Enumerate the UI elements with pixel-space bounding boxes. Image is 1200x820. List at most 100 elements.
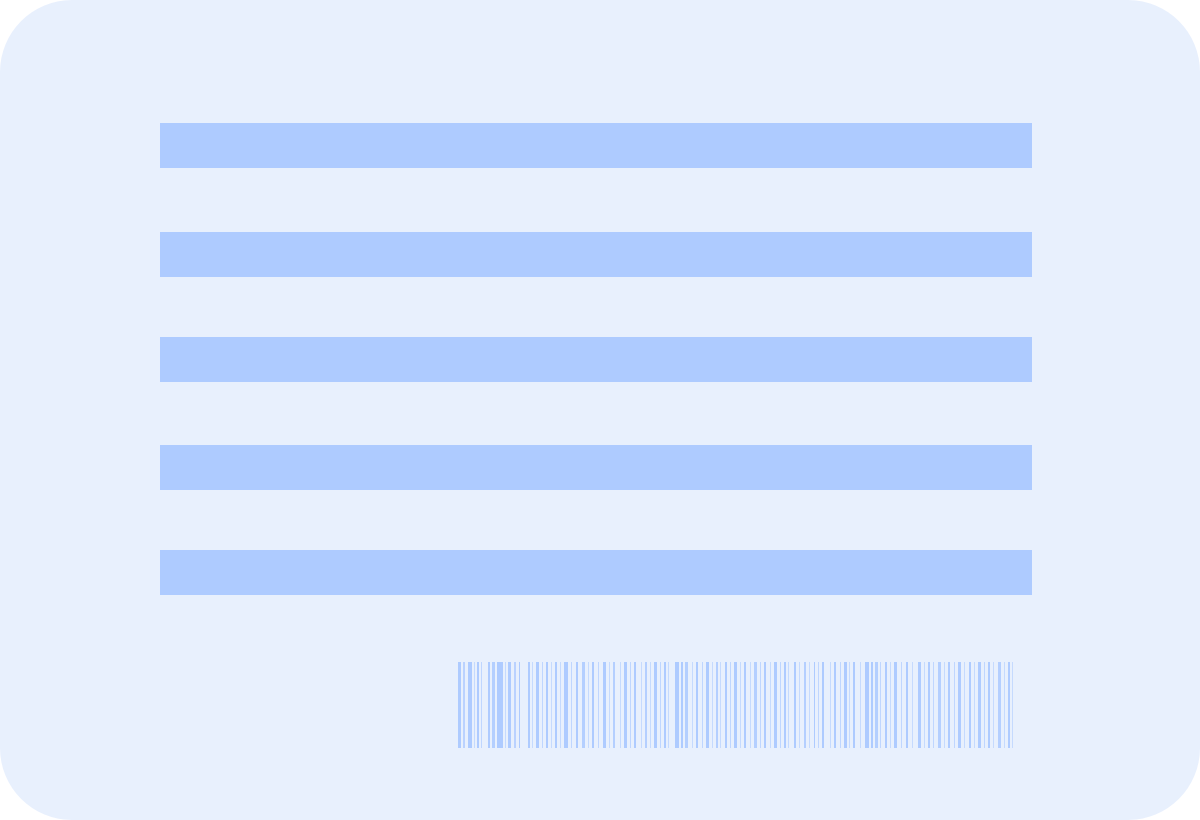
barcode-stripe: [958, 662, 961, 748]
barcode-stripe: [706, 662, 709, 748]
barcode-stripe: [1008, 662, 1010, 748]
barcode-stripe: [865, 662, 869, 748]
barcode-stripe: [492, 662, 495, 748]
barcode-stripe: [603, 662, 606, 748]
placeholder-text-line: [160, 337, 1032, 382]
barcode-stripe: [613, 662, 615, 748]
barcode-stripe: [830, 662, 831, 748]
barcode-stripe: [880, 662, 881, 748]
barcode-stripe: [560, 662, 561, 748]
barcode-stripe: [1012, 662, 1013, 748]
barcode-stripe: [814, 662, 815, 748]
barcode-stripe: [984, 662, 985, 748]
barcode-stripe: [702, 662, 703, 748]
barcode-stripe: [912, 662, 913, 748]
barcode-stripe: [734, 662, 737, 748]
barcode-stripe: [754, 662, 757, 748]
barcode-stripe: [799, 662, 800, 748]
barcode-stripe: [624, 662, 627, 748]
barcode-stripe: [681, 662, 683, 748]
barcode-stripe: [901, 662, 902, 748]
barcode-stripe: [675, 662, 679, 748]
barcode-stripe: [508, 662, 511, 748]
barcode-stripe: [720, 662, 721, 748]
barcode-stripe: [764, 662, 766, 748]
barcode-stripe: [844, 662, 847, 748]
barcode-stripe: [948, 662, 950, 748]
barcode-stripe: [906, 662, 908, 748]
barcode-stripe: [809, 662, 810, 748]
barcode-stripe: [853, 662, 855, 748]
barcode-stripe: [849, 662, 850, 748]
barcode-stripe: [834, 662, 836, 748]
barcode-stripe: [477, 662, 479, 748]
barcode-stripe: [784, 662, 786, 748]
barcode-stripe: [505, 662, 506, 748]
barcode-stripe: [514, 662, 516, 748]
barcode-stripe: [840, 662, 841, 748]
placeholder-text-line: [160, 445, 1032, 490]
barcode-stripe: [532, 662, 533, 748]
barcode-stripe: [668, 662, 669, 748]
barcode-stripe: [536, 662, 539, 748]
barcode-stripe: [725, 662, 727, 748]
barcode-stripe: [634, 662, 636, 748]
barcode-stripe: [654, 662, 657, 748]
barcode-stripe: [630, 662, 631, 748]
barcode-stripe: [969, 662, 971, 748]
barcode-stripe: [918, 662, 921, 748]
barcode-stripe: [555, 662, 557, 748]
barcode-stripe: [546, 662, 548, 748]
barcode-stripe: [993, 662, 994, 748]
barcode-stripe: [822, 662, 824, 748]
barcode-stripe: [576, 662, 578, 748]
barcode-stripe: [458, 662, 461, 748]
barcode-stripe: [974, 662, 975, 748]
placeholder-text-line: [160, 123, 1032, 168]
barcode-stripe: [788, 662, 789, 748]
barcode-stripe: [928, 662, 930, 748]
barcode-stripe: [890, 662, 891, 748]
barcode-stripe: [730, 662, 731, 748]
barcode-stripe: [497, 662, 503, 748]
barcode-stripe: [740, 662, 741, 748]
barcode-stripe: [894, 662, 897, 748]
barcode-stripe: [650, 662, 651, 748]
barcode-stripe: [582, 662, 585, 748]
barcode-stripe: [598, 662, 599, 748]
barcode-stripe: [528, 662, 530, 748]
barcode-stripe: [571, 662, 572, 748]
barcode-stripe: [871, 662, 873, 748]
barcode-stripe: [924, 662, 925, 748]
barcode-stripe: [664, 662, 666, 748]
barcode-stripe: [744, 662, 746, 748]
barcode-stripe: [488, 662, 490, 748]
barcode-stripe: [542, 662, 543, 748]
barcode-stripe: [716, 662, 718, 748]
barcode-stripe: [696, 662, 698, 748]
barcode-stripe: [1004, 662, 1005, 748]
barcode-stripe: [519, 662, 520, 748]
barcode-stripe: [818, 662, 819, 748]
barcode-stripe: [468, 662, 472, 748]
barcode-stripe: [964, 662, 965, 748]
barcode-stripe: [692, 662, 693, 748]
barcode-stripe: [474, 662, 475, 748]
barcode-stripe: [463, 662, 465, 748]
barcode-stripe: [750, 662, 751, 748]
barcode-stripe: [780, 662, 781, 748]
barcode-stripe: [641, 662, 642, 748]
barcode-stripe: [760, 662, 761, 748]
barcode-stripe: [551, 662, 552, 748]
barcode-stripe: [944, 662, 945, 748]
barcode-stripe: [988, 662, 990, 748]
barcode-stripe: [564, 662, 568, 748]
barcode-stripe: [804, 662, 806, 748]
barcode-stripe: [609, 662, 610, 748]
barcode-stripe: [712, 662, 713, 748]
barcode-stripe: [998, 662, 1001, 748]
barcode-icon: [458, 662, 1014, 748]
barcode-stripe: [978, 662, 981, 748]
barcode-stripe: [481, 662, 482, 748]
